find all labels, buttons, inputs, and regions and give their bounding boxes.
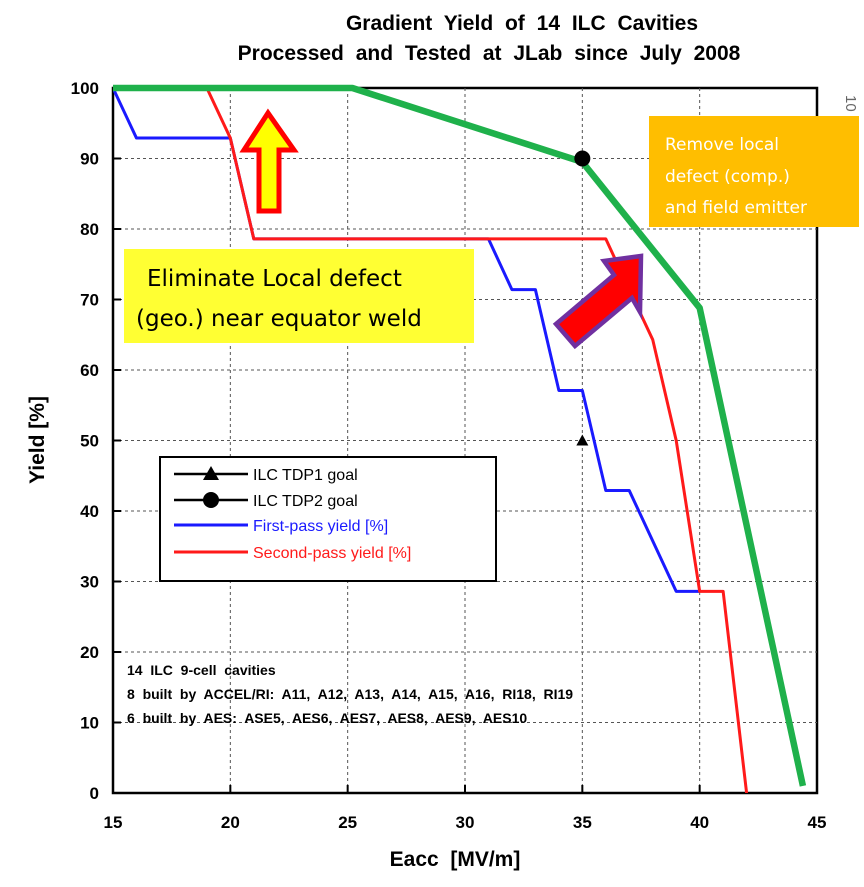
legend-label: Second-pass yield [%]: [253, 545, 411, 562]
x-tick-label: 30: [456, 813, 475, 832]
legend: ILC TDP1 goal ILC TDP2 goal First-pass yie…: [159, 456, 497, 582]
x-axis-label: Eacc [MV/m]: [390, 848, 521, 871]
callout-right-box: [649, 116, 859, 227]
x-tick-label: 15: [104, 813, 123, 832]
y-tick-label: 60: [80, 361, 99, 380]
diagonal-arrow-icon: [552, 253, 644, 350]
up-arrow-icon: [239, 108, 299, 214]
callout-right-line: defect (comp.): [665, 167, 790, 187]
note-line: 14 ILC 9-cell cavities: [127, 662, 276, 678]
y-tick-label: 40: [80, 502, 99, 521]
callout-left: Eliminate Local defect (geo.) near equat…: [124, 249, 474, 343]
callout-right-line: Remove local: [665, 135, 779, 155]
legend-label: ILC TDP1 goal: [253, 467, 358, 484]
chart-title: Gradient Yield of 14 ILC Cavities: [346, 12, 698, 35]
y-tick-label: 30: [80, 573, 99, 592]
callout-right: Remove local defect (comp.) and field em…: [649, 116, 859, 227]
legend-marker: [203, 466, 219, 480]
callout-left-box: [124, 249, 474, 343]
x-tick-label: 45: [808, 813, 827, 832]
callout-left-line: Eliminate Local defect: [147, 266, 402, 292]
legend-label: ILC TDP2 goal: [253, 493, 358, 510]
callout-right-line: and field emitter: [665, 198, 807, 218]
legend-label: First-pass yield [%]: [253, 518, 388, 535]
y-axis-label: Yield [%]: [26, 396, 49, 484]
y-tick-label: 70: [80, 291, 99, 310]
y-tick-label: 80: [80, 220, 99, 239]
note-line: 6 built by AES: ASE5, AES6, AES7, AES8, …: [127, 710, 527, 726]
edge-text: 10: [842, 95, 859, 112]
y-tick-label: 0: [90, 784, 99, 803]
tdp1-goal-point: [576, 434, 589, 446]
y-tick-label: 90: [80, 150, 99, 169]
x-tick-label: 40: [690, 813, 709, 832]
chart-subtitle: Processed and Tested at JLab since July …: [238, 42, 741, 65]
callout-left-line: (geo.) near equator weld: [136, 306, 422, 332]
legend-marker: [203, 492, 219, 508]
cavity-notes: 14 ILC 9-cell cavities 8 built by ACCEL/…: [127, 662, 573, 726]
y-tick-label: 100: [71, 79, 99, 98]
x-tick-label: 25: [338, 813, 357, 832]
y-tick-label: 10: [80, 714, 99, 733]
note-line: 8 built by ACCEL/RI: A11, A12, A13, A14,…: [127, 686, 573, 702]
tdp2-goal-point: [574, 150, 591, 167]
x-tick-label: 20: [221, 813, 240, 832]
tick-labels: 15 20 25 30 35 40 45 0 10 20 30 40 50 60 70 80 90 100: [71, 79, 827, 832]
y-tick-label: 50: [80, 432, 99, 451]
y-tick-label: 20: [80, 643, 99, 662]
x-tick-label: 35: [573, 813, 592, 832]
